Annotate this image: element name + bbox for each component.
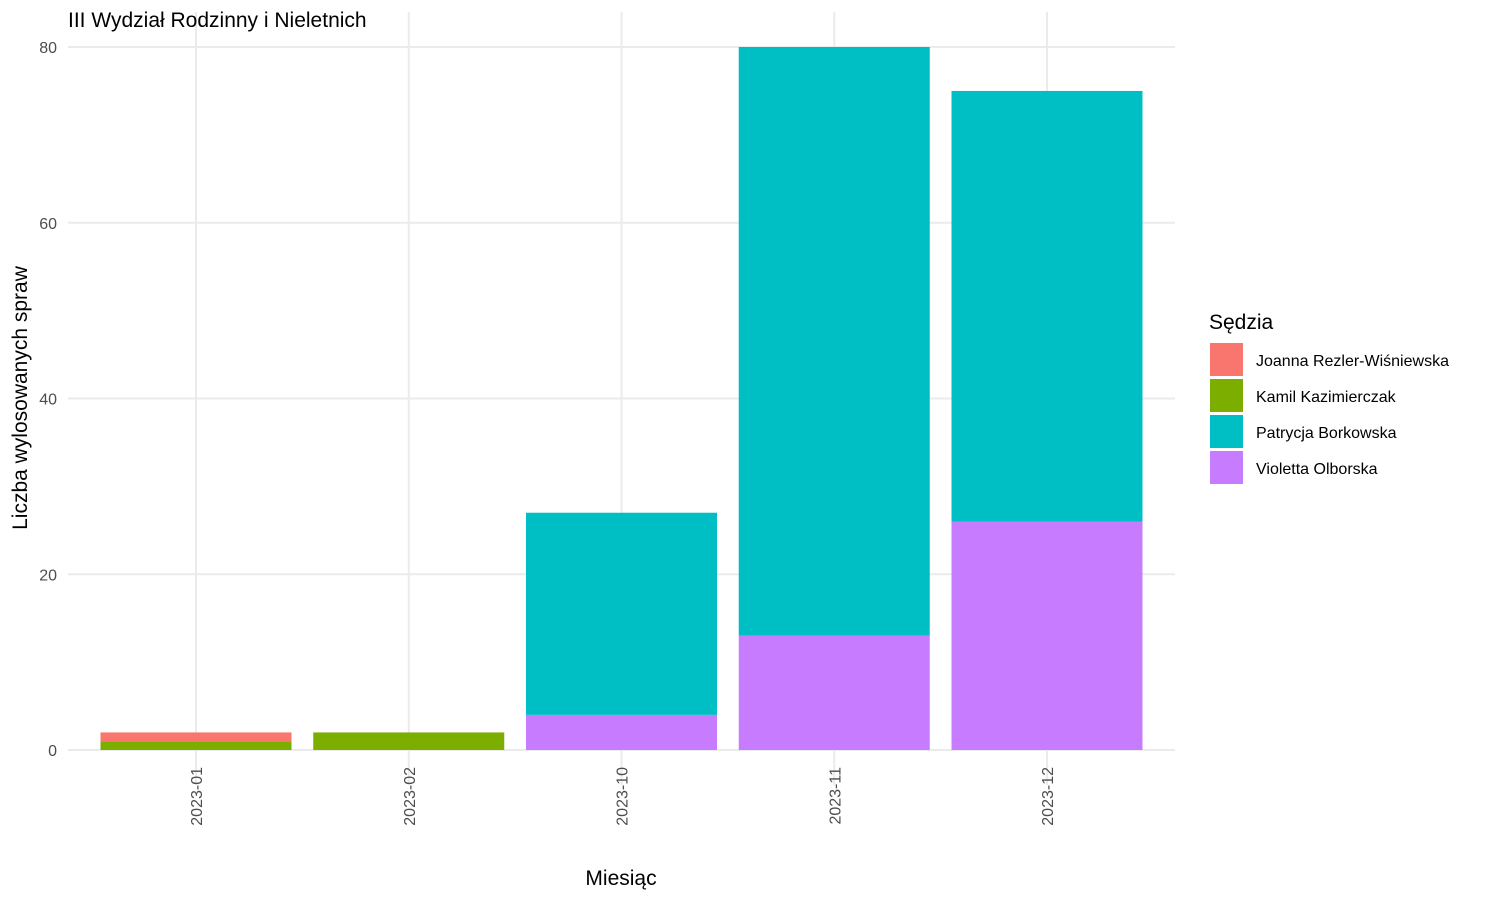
legend-swatch: [1210, 451, 1243, 484]
legend-items: Joanna Rezler-Wiśniewska Kamil Kazimiercz…: [1210, 343, 1449, 484]
y-tick-label: 0: [48, 743, 57, 760]
legend-label: Joanna Rezler-Wiśniewska: [1256, 353, 1449, 370]
bar-segment: [738, 47, 930, 636]
x-tick-label: 2023-12: [1040, 767, 1057, 826]
legend-swatch: [1210, 379, 1243, 412]
legend-title: Sędzia: [1209, 311, 1274, 334]
bar-segment: [951, 90, 1143, 522]
y-tick-label: 80: [39, 40, 57, 57]
legend: Sędzia Joanna Rezler-Wiśniewska Kamil Kaz…: [1209, 311, 1449, 484]
y-axis-ticks: 0 20 40 60 80: [39, 40, 57, 760]
y-tick-label: 20: [39, 567, 57, 584]
bar-segment: [100, 732, 292, 742]
x-tick-label: 2023-01: [189, 767, 206, 826]
legend-label: Violetta Olborska: [1256, 461, 1378, 478]
bar-segment: [526, 512, 717, 715]
legend-label: Patrycja Borkowska: [1256, 425, 1397, 442]
x-tick-label: 2023-10: [615, 767, 632, 826]
bar-segment: [526, 714, 717, 750]
x-tick-label: 2023-11: [827, 767, 844, 825]
legend-swatch: [1210, 415, 1243, 448]
x-axis-ticks: 2023-01 2023-02 2023-10 2023-11 2023-12: [189, 767, 1057, 826]
y-tick-label: 60: [39, 216, 57, 233]
y-axis-title: Liczba wylosowanych spraw: [9, 265, 32, 530]
x-tick-label: 2023-02: [402, 767, 419, 826]
legend-swatch: [1210, 343, 1243, 376]
bar-segment: [100, 741, 292, 750]
x-axis-title: Miesiąc: [585, 867, 656, 890]
bar-segment: [738, 635, 930, 750]
chart-title: III Wydział Rodzinny i Nieletnich: [68, 9, 367, 32]
bar-segment: [951, 521, 1143, 750]
legend-label: Kamil Kazimierczak: [1256, 389, 1397, 406]
y-tick-label: 40: [39, 392, 57, 409]
bars: [100, 47, 1143, 750]
bar-segment: [313, 732, 505, 750]
